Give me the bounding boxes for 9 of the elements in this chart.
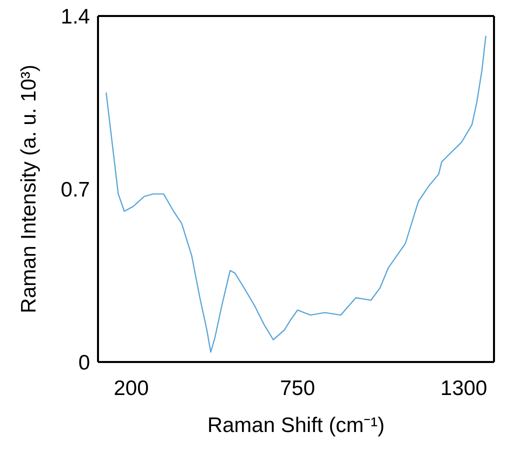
line-series <box>106 35 486 353</box>
y-axis-title: Raman Intensity (a. u. 10³) <box>17 64 40 314</box>
x-tick-label: 200 <box>114 376 149 400</box>
x-tick-label: 750 <box>280 376 316 400</box>
x-axis-title: Raman Shift (cm⁻¹) <box>207 414 385 437</box>
y-tick-label: 1.4 <box>60 5 90 28</box>
y-tick-label: 0 <box>78 351 90 374</box>
x-tick-label: 1300 <box>440 376 488 400</box>
y-tick-label: 0.7 <box>60 178 90 202</box>
